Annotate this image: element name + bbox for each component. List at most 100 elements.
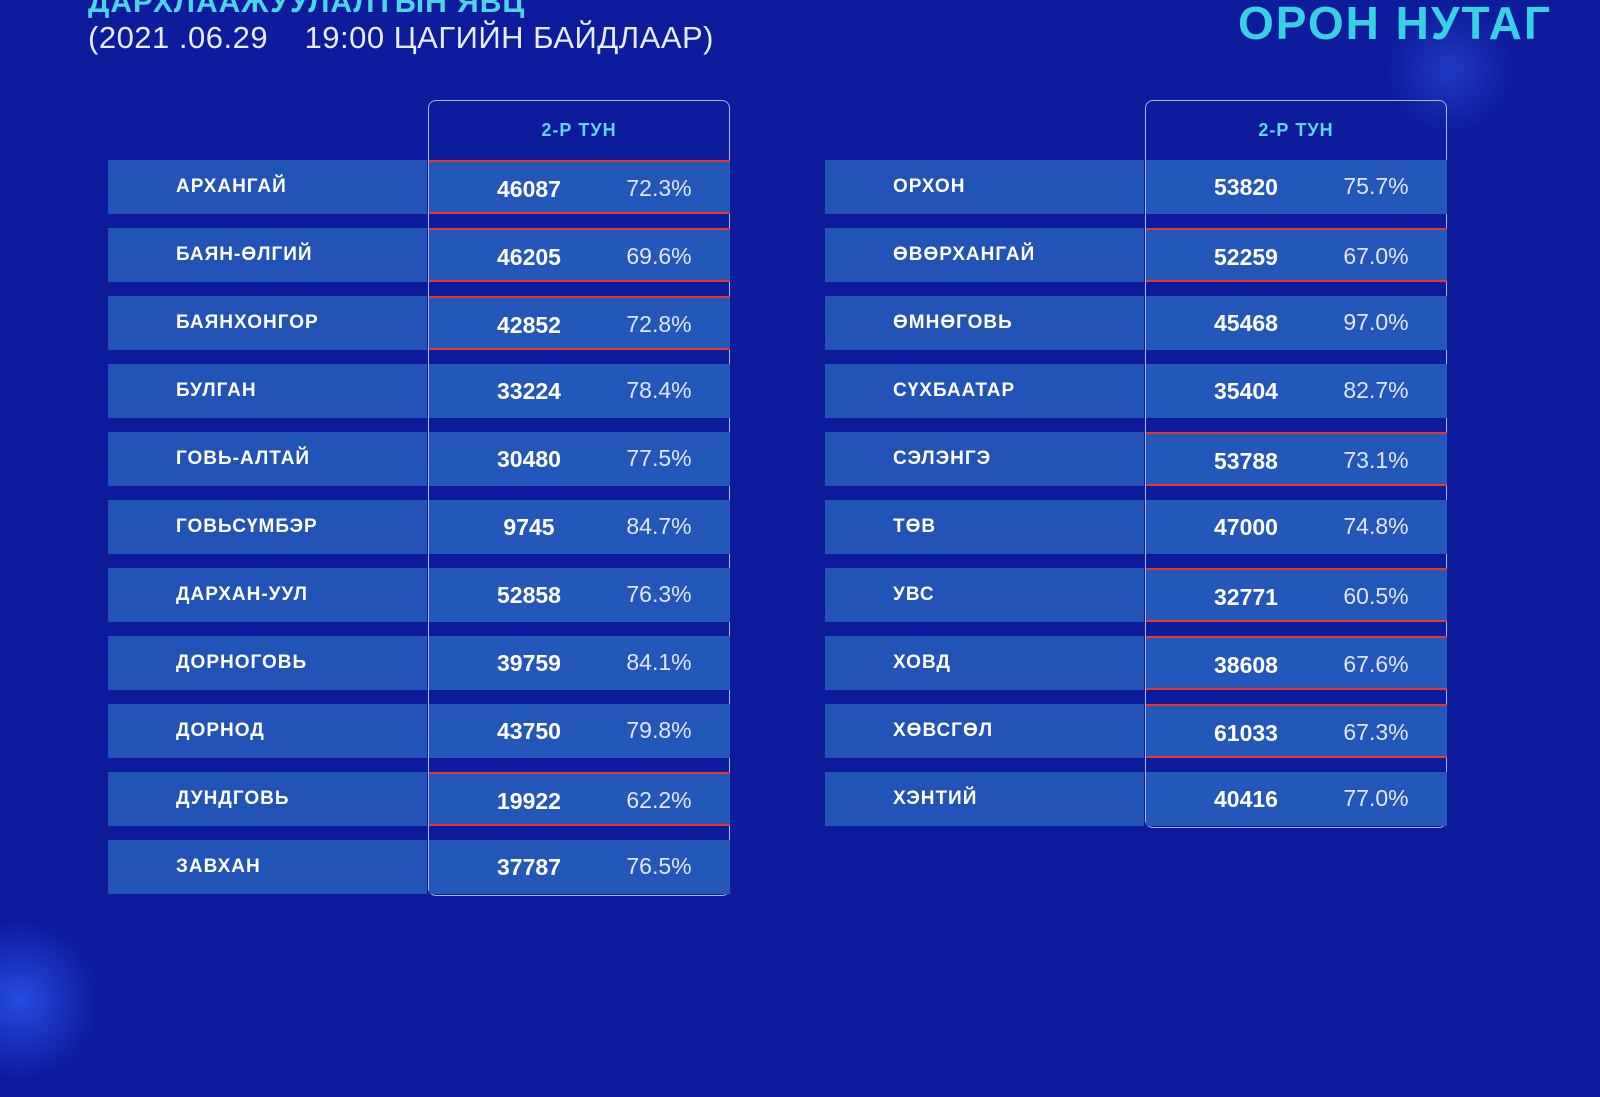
dose-percent: 75.7% [1343, 173, 1409, 199]
table-row: АРХАНГАЙ 46087 72.3% [108, 160, 730, 214]
dose-count: 52259 [1214, 244, 1278, 270]
province-cell: ДАРХАН-УУЛ [108, 568, 427, 622]
province-name: ӨВӨРХАНГАЙ [893, 244, 1036, 265]
province-cell: ЗАВХАН [108, 840, 427, 894]
province-cell: ГОВЬ-АЛТАЙ [108, 432, 427, 486]
dose-percent: 78.4% [626, 377, 692, 403]
table-row: ОРХОН 53820 75.7% [825, 160, 1447, 214]
column-frame [428, 100, 730, 896]
dose-count: 47000 [1214, 514, 1278, 540]
value-cell: 47000 74.8% [1146, 500, 1447, 554]
dose-percent: 84.1% [626, 649, 692, 675]
value-cell: 38608 67.6% [1146, 636, 1447, 690]
table-row: ХӨВСГӨЛ 61033 67.3% [825, 704, 1447, 758]
brand-title: ОРОН НУТАГ [1238, 0, 1552, 49]
province-cell: ХӨВСГӨЛ [825, 704, 1144, 758]
dose-count: 46087 [497, 176, 561, 202]
province-name: ГОВЬ-АЛТАЙ [176, 448, 311, 469]
province-name: АРХАНГАЙ [176, 176, 287, 197]
province-name: ДОРНОД [176, 720, 265, 741]
value-cell: 52858 76.3% [429, 568, 730, 622]
dose-percent: 72.3% [626, 175, 692, 201]
province-cell: ТӨВ [825, 500, 1144, 554]
dose-count: 38608 [1214, 652, 1278, 678]
dose-count: 45468 [1214, 310, 1278, 336]
dose-percent: 76.5% [626, 853, 692, 879]
province-cell: УВС [825, 568, 1144, 622]
value-cell: 39759 84.1% [429, 636, 730, 690]
province-name: ДАРХАН-УУЛ [176, 584, 308, 605]
dose-count: 43750 [497, 718, 561, 744]
dose-count: 39759 [497, 650, 561, 676]
province-cell: ДОРНОД [108, 704, 427, 758]
table-row: СЭЛЭНГЭ 53788 73.1% [825, 432, 1447, 486]
value-cell: 30480 77.5% [429, 432, 730, 486]
dose-percent: 77.5% [626, 445, 692, 471]
value-cell: 53788 73.1% [1146, 432, 1447, 486]
table-row: СҮХБААТАР 35404 82.7% [825, 364, 1447, 418]
dose-percent: 84.7% [626, 513, 692, 539]
dose-percent: 77.0% [1343, 785, 1409, 811]
province-cell: БАЯН-ӨЛГИЙ [108, 228, 427, 282]
dose-percent: 74.8% [1343, 513, 1409, 539]
dose-count: 30480 [497, 446, 561, 472]
dose-percent: 97.0% [1343, 309, 1409, 335]
province-name: ХОВД [893, 652, 951, 673]
province-cell: БАЯНХОНГОР [108, 296, 427, 350]
dose-count: 52858 [497, 582, 561, 608]
province-cell: ГОВЬСҮМБЭР [108, 500, 427, 554]
province-name: ӨМНӨГОВЬ [893, 312, 1013, 333]
table-row: УВС 32771 60.5% [825, 568, 1447, 622]
province-cell: БУЛГАН [108, 364, 427, 418]
table-row: БАЯНХОНГОР 42852 72.8% [108, 296, 730, 350]
value-cell: 35404 82.7% [1146, 364, 1447, 418]
dose-count: 33224 [497, 378, 561, 404]
dose-percent: 69.6% [626, 243, 692, 269]
province-name: СЭЛЭНГЭ [893, 448, 992, 469]
dose-count: 53820 [1214, 174, 1278, 200]
dose-count: 37787 [497, 854, 561, 880]
dose-percent: 60.5% [1343, 583, 1409, 609]
dose-percent: 73.1% [1343, 447, 1409, 473]
column-header: 2-Р ТУН [1258, 120, 1334, 140]
dose-count: 46205 [497, 244, 561, 270]
province-name: УВС [893, 584, 935, 605]
province-cell: АРХАНГАЙ [108, 160, 427, 214]
province-name: ЗАВХАН [176, 856, 261, 877]
dose-percent: 67.6% [1343, 651, 1409, 677]
province-name: БАЯН-ӨЛГИЙ [176, 244, 313, 265]
province-cell: СҮХБААТАР [825, 364, 1144, 418]
province-cell: ХЭНТИЙ [825, 772, 1144, 826]
province-cell: ДОРНОГОВЬ [108, 636, 427, 690]
dose-count: 9745 [503, 514, 555, 540]
table-row: ХЭНТИЙ 40416 77.0% [825, 772, 1447, 826]
table-row: ӨВӨРХАНГАЙ 52259 67.0% [825, 228, 1447, 282]
table-row: ГОВЬ-АЛТАЙ 30480 77.5% [108, 432, 730, 486]
value-cell: 40416 77.0% [1146, 772, 1447, 826]
table-row: ХОВД 38608 67.6% [825, 636, 1447, 690]
background-glow [1380, 10, 1520, 130]
value-cell: 19922 62.2% [429, 772, 730, 826]
value-cell: 52259 67.0% [1146, 228, 1447, 282]
table-row: ДУНДГОВЬ 19922 62.2% [108, 772, 730, 826]
province-cell: СЭЛЭНГЭ [825, 432, 1144, 486]
province-name: БУЛГАН [176, 380, 257, 401]
dose-percent: 82.7% [1343, 377, 1409, 403]
province-name: СҮХБААТАР [893, 380, 1016, 401]
province-name: ХЭНТИЙ [893, 788, 978, 809]
province-name: ДУНДГОВЬ [176, 788, 290, 809]
dose-count: 35404 [1214, 378, 1278, 404]
dose-percent: 72.8% [626, 311, 692, 337]
province-name: ТӨВ [893, 516, 937, 537]
value-cell: 61033 67.3% [1146, 704, 1447, 758]
dose-count: 32771 [1214, 584, 1278, 610]
dose-count: 61033 [1214, 720, 1278, 746]
table-row: ТӨВ 47000 74.8% [825, 500, 1447, 554]
value-cell: 37787 76.5% [429, 840, 730, 894]
province-cell: ХОВД [825, 636, 1144, 690]
province-name: ГОВЬСҮМБЭР [176, 516, 318, 537]
table-row: БУЛГАН 33224 78.4% [108, 364, 730, 418]
dose-count: 42852 [497, 312, 561, 338]
table-row: ЗАВХАН 37787 76.5% [108, 840, 730, 894]
dose-percent: 79.8% [626, 717, 692, 743]
